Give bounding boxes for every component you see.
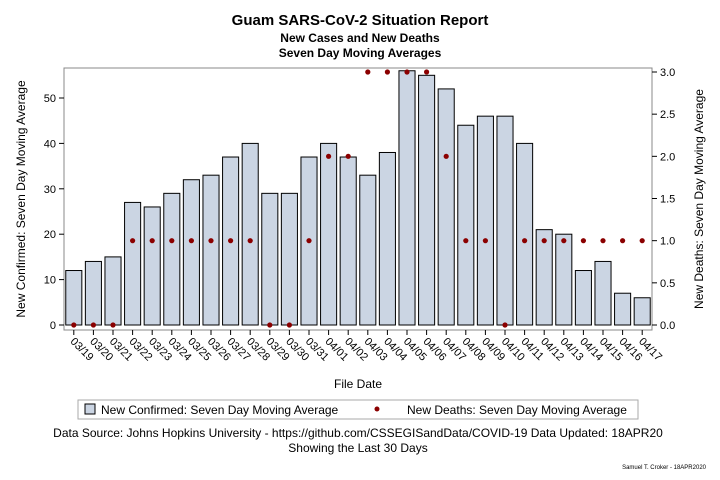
data-source-text: Data Source: Johns Hopkins University - … — [53, 426, 663, 440]
y-tick-label: 10 — [44, 275, 56, 287]
y-tick-label: 20 — [44, 229, 56, 241]
y-tick-label: 0 — [50, 320, 56, 332]
y2-tick-label: 0.5 — [660, 278, 675, 290]
dot-04-17 — [639, 238, 645, 244]
bar-04-04 — [378, 151, 396, 326]
dot-03-26 — [208, 238, 214, 244]
bar-04-12 — [535, 229, 553, 326]
dot-04-08 — [463, 238, 469, 244]
legend-box — [77, 399, 639, 420]
bar-03-21 — [104, 256, 122, 326]
bar-03-30 — [280, 192, 298, 326]
dot-04-05 — [404, 69, 410, 75]
bar-04-15 — [594, 260, 612, 326]
bar-04-16 — [614, 292, 632, 326]
bar-03-25 — [182, 179, 200, 326]
dot-04-07 — [443, 153, 449, 159]
bar-03-26 — [202, 174, 220, 326]
bar-04-10 — [496, 115, 514, 326]
y2-tick-label: 0.0 — [660, 320, 675, 332]
dot-04-04 — [384, 69, 390, 75]
credit-text: Samuel T. Croker - 18APR2020 — [622, 465, 707, 471]
dot-04-06 — [424, 69, 430, 75]
dot-04-02 — [345, 153, 351, 159]
dot-04-11 — [522, 238, 528, 244]
bar-03-28 — [241, 142, 259, 326]
chart-subtitle-1: New Cases and New Deaths — [280, 31, 440, 45]
y2-tick-label: 1.5 — [660, 194, 675, 206]
bar-04-14 — [574, 270, 592, 326]
dot-03-31 — [306, 238, 312, 244]
dot-04-13 — [561, 238, 567, 244]
bar-04-17 — [633, 297, 651, 326]
dot-03-30 — [286, 322, 292, 328]
bar-04-09 — [476, 115, 494, 326]
dot-04-16 — [620, 238, 626, 244]
dot-03-29 — [267, 322, 273, 328]
bar-04-01 — [320, 142, 338, 326]
dot-03-27 — [228, 238, 234, 244]
bar-03-23 — [143, 206, 161, 326]
bar-03-19 — [65, 270, 83, 326]
bar-04-07 — [437, 88, 455, 326]
bar-04-06 — [418, 74, 436, 326]
y2-tick-label: 2.5 — [660, 109, 675, 121]
bar-04-03 — [359, 174, 377, 326]
y-tick-label: 40 — [44, 138, 56, 150]
y2-tick-label: 1.0 — [660, 236, 675, 248]
y-tick-label: 50 — [44, 93, 56, 105]
dot-03-22 — [130, 238, 136, 244]
x-axis-label: File Date — [334, 377, 382, 391]
bar-04-13 — [555, 233, 573, 326]
bar-04-05 — [398, 70, 416, 326]
y2-tick-label: 3.0 — [660, 67, 675, 79]
y-axis-label: New Confirmed: Seven Day Moving Average — [14, 80, 28, 318]
dot-03-23 — [149, 238, 155, 244]
dot-03-21 — [110, 322, 116, 328]
left-axis: 0 10 20 30 40 50 — [44, 93, 64, 332]
chart-subtitle-2: Seven Day Moving Averages — [279, 46, 442, 60]
x-axis: 03/1903/2003/2103/2203/2303/2403/2503/26… — [68, 330, 664, 364]
legend-dot-swatch — [374, 406, 380, 412]
dot-04-01 — [326, 153, 332, 159]
dot-04-12 — [541, 238, 547, 244]
bar-04-11 — [516, 142, 534, 326]
bar-03-22 — [124, 201, 142, 326]
dot-04-09 — [482, 238, 488, 244]
dot-04-15 — [600, 238, 606, 244]
legend-bar-swatch — [84, 403, 96, 415]
dot-03-28 — [247, 238, 253, 244]
dot-04-10 — [502, 322, 508, 328]
bar-04-08 — [457, 124, 475, 326]
legend-dot-label: New Deaths: Seven Day Moving Average — [407, 403, 627, 417]
dot-03-24 — [169, 238, 175, 244]
dot-04-03 — [365, 69, 371, 75]
y-tick-label: 30 — [44, 184, 56, 196]
dot-04-14 — [580, 238, 587, 244]
bar-03-29 — [261, 192, 279, 326]
right-axis: 0.0 0.5 1.0 1.5 2.0 2.5 3.0 — [652, 67, 675, 332]
bar-series — [65, 70, 651, 326]
legend-bar-label: New Confirmed: Seven Day Moving Average — [101, 403, 339, 417]
dot-series — [71, 69, 645, 328]
dot-03-25 — [188, 238, 194, 244]
bar-04-02 — [339, 156, 357, 326]
bar-03-20 — [84, 260, 102, 326]
period-text: Showing the Last 30 Days — [288, 441, 427, 455]
y2-tick-label: 2.0 — [660, 151, 675, 163]
bar-03-24 — [163, 192, 181, 326]
dot-03-20 — [90, 322, 96, 328]
dot-03-19 — [71, 322, 77, 328]
chart-title: Guam SARS-CoV-2 Situation Report — [232, 12, 489, 29]
y2-axis-label: New Deaths: Seven Day Moving Average — [692, 89, 706, 309]
